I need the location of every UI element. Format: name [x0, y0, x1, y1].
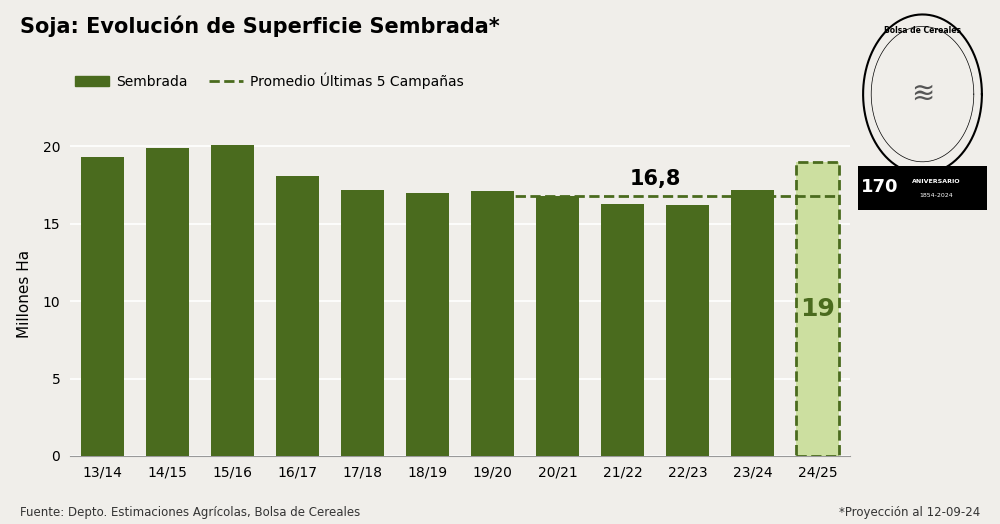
Text: Bolsa de Cereales: Bolsa de Cereales [884, 26, 961, 35]
Bar [276, 176, 319, 456]
Bar [731, 190, 774, 456]
Bar [536, 196, 579, 456]
Bar [341, 190, 384, 456]
Text: 1854-2024: 1854-2024 [919, 193, 953, 198]
Text: 19: 19 [800, 297, 835, 321]
Bar [211, 145, 254, 456]
Text: Fuente: Depto. Estimaciones Agrícolas, Bolsa de Cereales: Fuente: Depto. Estimaciones Agrícolas, B… [20, 506, 360, 519]
Text: ≋: ≋ [911, 80, 934, 108]
Legend: Sembrada, Promedio Últimas 5 Campañas: Sembrada, Promedio Últimas 5 Campañas [69, 67, 470, 94]
Bar [858, 166, 987, 210]
Y-axis label: Millones Ha: Millones Ha [17, 249, 32, 337]
Text: Soja: Evolución de Superficie Sembrada*: Soja: Evolución de Superficie Sembrada* [20, 16, 500, 37]
Bar [666, 205, 709, 456]
Text: ANIVERSARIO: ANIVERSARIO [912, 179, 960, 184]
Text: *Proyección al 12-09-24: *Proyección al 12-09-24 [839, 506, 980, 519]
Bar [471, 191, 514, 456]
Bar [81, 157, 124, 456]
Text: 16,8: 16,8 [629, 169, 681, 189]
Bar [796, 162, 839, 456]
Text: 170: 170 [861, 178, 898, 195]
Bar [796, 162, 839, 456]
Bar [146, 148, 189, 456]
Bar [601, 204, 644, 456]
Bar [406, 193, 449, 456]
